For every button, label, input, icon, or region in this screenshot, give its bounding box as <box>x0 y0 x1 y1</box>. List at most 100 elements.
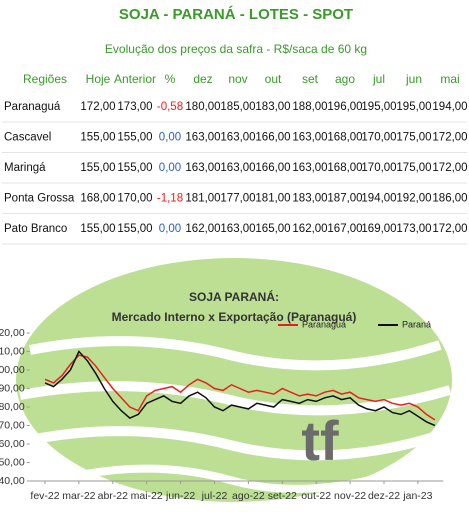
x-tick-label: fev-22 <box>30 490 59 502</box>
y-tick-label: 170,00 <box>0 419 25 431</box>
page-subtitle: Evolução dos preços da safra - R$/saca d… <box>105 42 367 56</box>
table-cell: 163,00 <box>220 132 255 144</box>
table-cell: 192,00 <box>396 193 431 205</box>
table-cell: 181,00 <box>185 193 220 205</box>
table-cell: 168,00 <box>327 132 362 144</box>
table-cell: 168,00 <box>80 193 115 205</box>
table-cell: 196,00 <box>327 101 362 113</box>
table-cell: 181,00 <box>255 193 290 205</box>
y-tick-label: 190,00 <box>0 382 25 394</box>
table-cell: 195,00 <box>361 101 396 113</box>
table-cell: 172,00 <box>432 162 467 174</box>
column-header: set <box>302 72 319 86</box>
table-cell: 155,00 <box>117 162 152 174</box>
table-cell: 155,00 <box>80 223 115 235</box>
page-title: SOJA - PARANÁ - LOTES - SPOT <box>119 6 353 23</box>
legend-label: Paranaguá <box>302 319 346 329</box>
table-cell: 170,00 <box>361 162 396 174</box>
table-cell: 183,00 <box>255 101 290 113</box>
table-cell: 163,00 <box>185 162 220 174</box>
x-tick-label: mai-22 <box>131 490 163 502</box>
y-tick-label: 220,00 <box>0 327 25 339</box>
table-cell: 194,00 <box>432 101 467 113</box>
column-header: Anterior <box>114 72 156 86</box>
logo: tf <box>301 409 339 472</box>
table-cell: 162,00 <box>185 223 220 235</box>
row-label: Paranaguá <box>4 101 61 113</box>
table-cell: 167,00 <box>327 223 362 235</box>
row-label: Ponta Grossa <box>4 193 75 205</box>
table-cell: 188,00 <box>292 101 327 113</box>
column-header: ago <box>335 72 355 86</box>
table-cell: -0,58 <box>157 101 183 113</box>
column-header: Regiões <box>23 72 67 86</box>
column-header: jul <box>372 72 385 86</box>
legend-label: Paraná <box>402 319 431 329</box>
column-header: mai <box>440 72 459 86</box>
x-tick-label: set-22 <box>268 490 297 502</box>
chart-subtitle: Mercado Interno x Exportação (Paranaguá) <box>112 310 357 324</box>
y-tick-label: 200,00 <box>0 364 25 376</box>
table-cell: 169,00 <box>361 223 396 235</box>
column-header: nov <box>228 72 247 86</box>
y-tick-label: 180,00 <box>0 401 25 413</box>
x-tick-label: mar-22 <box>62 490 95 502</box>
table-cell: 173,00 <box>117 101 152 113</box>
table-cell: 195,00 <box>396 101 431 113</box>
table-cell: 163,00 <box>220 223 255 235</box>
table-cell: 170,00 <box>361 132 396 144</box>
x-tick-label: jan-23 <box>402 490 432 502</box>
table-cell: 175,00 <box>396 162 431 174</box>
table-cell: 166,00 <box>255 132 290 144</box>
x-tick-label: jun-22 <box>165 490 195 502</box>
chart-background <box>16 258 452 502</box>
table-cell: 163,00 <box>185 132 220 144</box>
row-label: Pato Branco <box>4 223 67 235</box>
table-cell: 165,00 <box>255 223 290 235</box>
table-cell: 0,00 <box>159 162 181 174</box>
table-cell: 155,00 <box>117 132 152 144</box>
table-cell: 155,00 <box>117 223 152 235</box>
y-tick-label: 160,00 <box>0 438 25 450</box>
table-cell: 186,00 <box>432 193 467 205</box>
table-cell: 163,00 <box>292 162 327 174</box>
table-cell: 177,00 <box>220 193 255 205</box>
table-cell: 175,00 <box>396 132 431 144</box>
row-label: Cascavel <box>4 132 51 144</box>
table-cell: 168,00 <box>327 162 362 174</box>
table-cell: 183,00 <box>292 193 327 205</box>
table-cell: -1,18 <box>157 193 183 205</box>
table-cell: 166,00 <box>255 162 290 174</box>
series-line <box>44 350 436 427</box>
table-cell: 170,00 <box>117 193 152 205</box>
x-tick-label: out-22 <box>301 490 331 502</box>
table-cell: 172,00 <box>80 101 115 113</box>
table-cell: 163,00 <box>220 162 255 174</box>
table-cell: 185,00 <box>220 101 255 113</box>
x-tick-label: jul-22 <box>201 490 228 502</box>
table-cell: 155,00 <box>80 132 115 144</box>
table-cell: 163,00 <box>292 132 327 144</box>
chart-title: SOJA PARANÁ: <box>189 289 279 304</box>
x-tick-label: dez-22 <box>368 490 400 502</box>
table-cell: 187,00 <box>327 193 362 205</box>
table-cell: 180,00 <box>185 101 220 113</box>
x-tick-label: nov-22 <box>334 490 366 502</box>
table-cell: 162,00 <box>292 223 327 235</box>
row-label: Maringá <box>4 162 46 174</box>
y-tick-label: 140,00 <box>0 475 25 487</box>
y-tick-label: 150,00 <box>0 456 25 468</box>
table-cell: 172,00 <box>432 132 467 144</box>
x-tick-label: abr-22 <box>98 490 129 502</box>
table-cell: 155,00 <box>80 162 115 174</box>
column-header: % <box>165 72 176 86</box>
column-header: out <box>265 72 282 86</box>
x-tick-label: ago-22 <box>232 490 265 502</box>
column-header: dez <box>193 72 212 86</box>
table-cell: 0,00 <box>159 132 181 144</box>
series-line <box>44 354 436 421</box>
table-cell: 194,00 <box>361 193 396 205</box>
table-cell: 0,00 <box>159 223 181 235</box>
table-cell: 172,00 <box>432 223 467 235</box>
